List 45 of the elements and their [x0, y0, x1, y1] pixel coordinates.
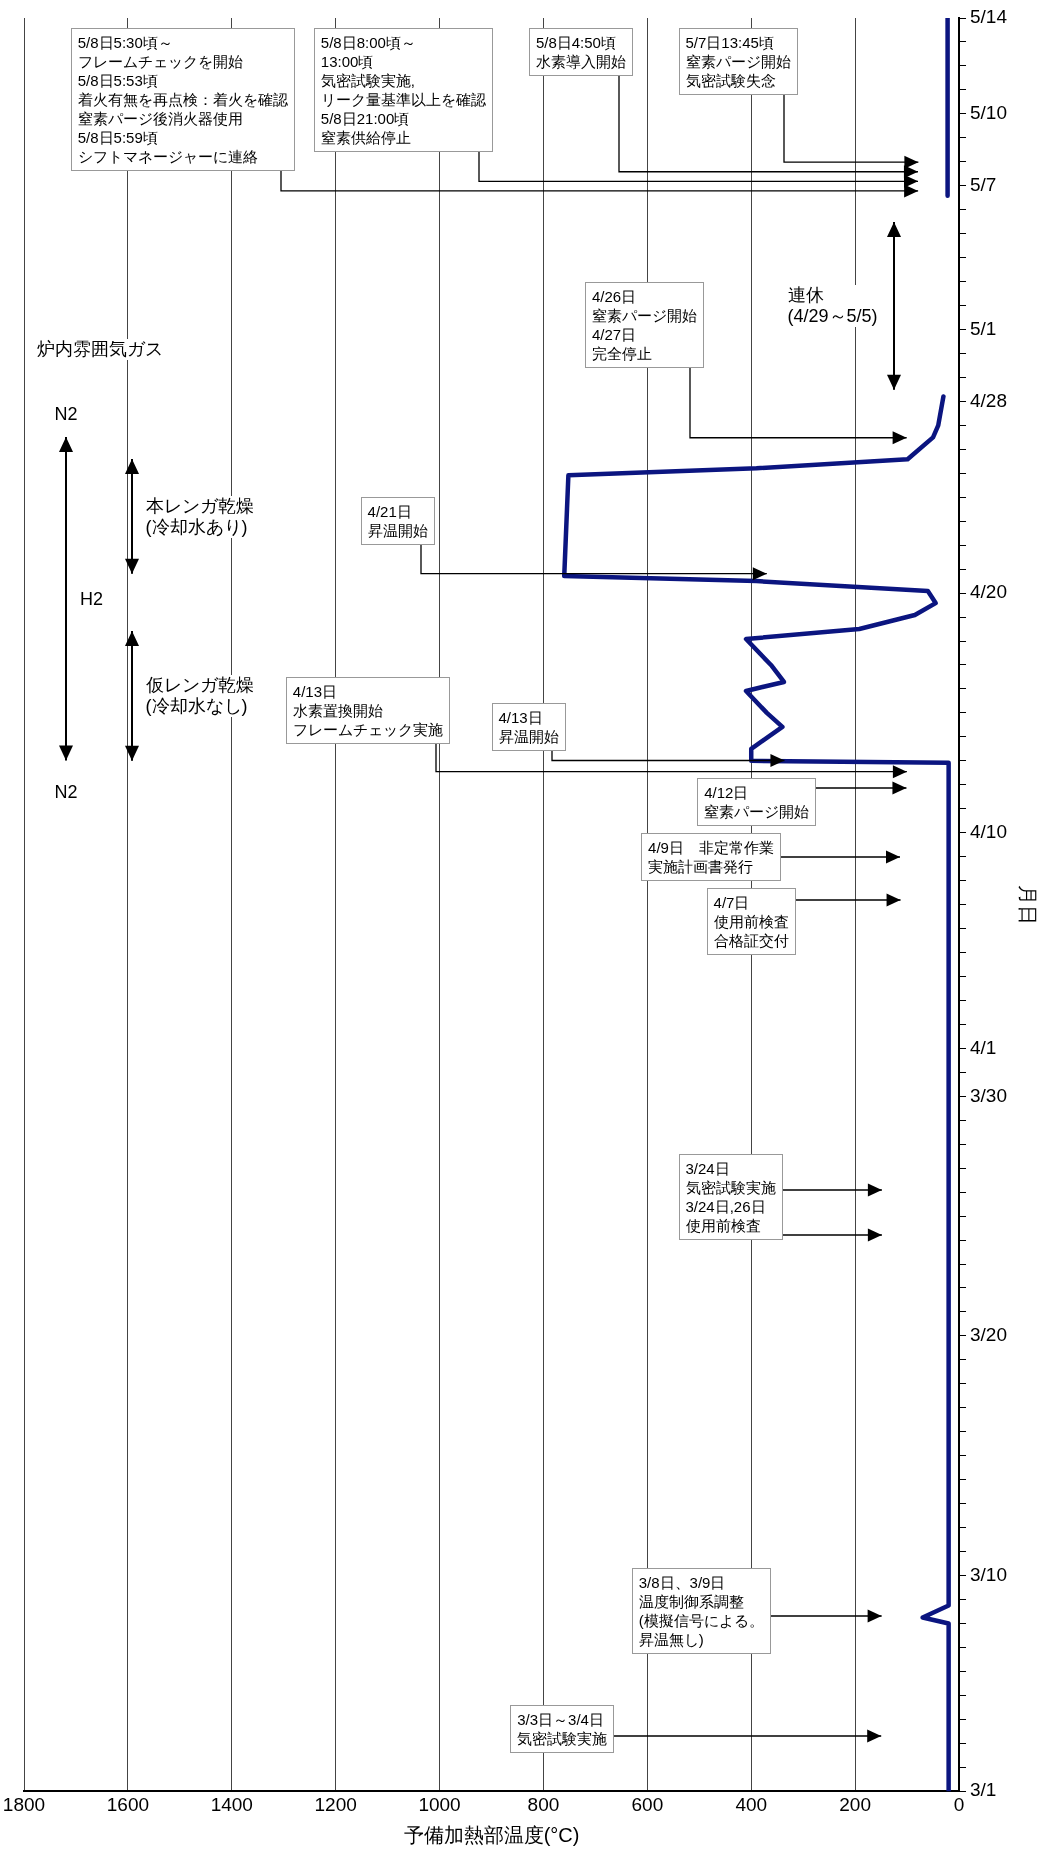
annotation: N2	[52, 403, 80, 425]
y-axis-title: 月日	[1017, 884, 1040, 925]
annotation: H2	[78, 588, 106, 610]
annotation: 3/24日気密試験実施3/24日,26日使用前検査	[678, 1153, 783, 1240]
annotation: 4/21日昇温開始	[360, 497, 435, 546]
annotation: 5/8日5:30頃～フレームチェックを開始5/8日5:53頃着火有無を再点検：着火を確認窒素パージ後消火器使用5/8日5:59頃シフトマネージャーに連絡	[70, 27, 295, 171]
annotation: 4/7日使用前検査合格証交付	[706, 887, 796, 955]
y-tick-label: 4/10	[970, 820, 1007, 842]
annotation: N2	[52, 782, 80, 804]
x-tick-label: 1200	[314, 1793, 357, 1815]
x-tick-label: 1000	[418, 1793, 461, 1815]
y-tick-label: 5/14	[970, 6, 1008, 28]
annotation: 連休(4/29～5/5)	[785, 284, 880, 327]
x-tick-label: 1400	[210, 1793, 253, 1815]
y-tick-label: 5/1	[970, 317, 997, 339]
annotation: 本レンガ乾燥(冷却水あり)	[143, 495, 256, 538]
x-tick-label: 0	[953, 1793, 965, 1815]
y-tick-label: 5/10	[970, 102, 1007, 124]
annotation: 3/3日～3/4日気密試験実施	[510, 1704, 615, 1753]
x-tick-label: 1800	[2, 1793, 46, 1815]
annotation: 4/13日水素置換開始フレームチェック実施	[285, 676, 450, 744]
y-tick-label: 3/30	[970, 1084, 1007, 1106]
annotation: 3/8日、3/9日温度制御系調整(模擬信号による。昇温無し)	[631, 1568, 771, 1655]
annotation: 4/13日昇温開始	[491, 703, 566, 752]
annotation: 4/26日窒素パージ開始4/27日完全停止	[585, 281, 704, 368]
y-tick-label: 3/20	[970, 1324, 1007, 1346]
y-tick-label: 3/10	[970, 1563, 1007, 1585]
x-tick-label: 600	[631, 1793, 664, 1815]
annotation: 4/12日窒素パージ開始	[697, 777, 817, 826]
y-tick-label: 5/7	[970, 173, 997, 195]
y-tick-label: 3/1	[970, 1779, 997, 1801]
annotation: 5/8日4:50頃水素導入開始	[528, 27, 633, 76]
annotation: 炉内雰囲気ガス	[35, 339, 166, 361]
annotation: 5/8日8:00頃～13:00頃気密試験実施,リーク量基準以上を確認5/8日21:00頃窒素供給停止	[313, 27, 493, 152]
annotation: 5/7日13:45頃窒素パージ開始気密試験失念	[678, 27, 798, 95]
annotation: 4/9日 非定常作業実施計画書発行	[641, 832, 781, 881]
x-tick-label: 800	[527, 1793, 560, 1815]
y-tick-label: 4/1	[970, 1036, 997, 1058]
x-axis-title: 予備加熱部温度(°C)	[403, 1823, 580, 1846]
y-tick-label: 4/28	[970, 389, 1007, 411]
annotation: 仮レンガ乾燥(冷却水なし)	[143, 674, 256, 717]
x-tick-label: 400	[735, 1793, 768, 1815]
y-tick-label: 4/20	[970, 581, 1007, 603]
x-tick-label: 200	[839, 1793, 871, 1815]
x-tick-label: 1600	[106, 1793, 150, 1815]
